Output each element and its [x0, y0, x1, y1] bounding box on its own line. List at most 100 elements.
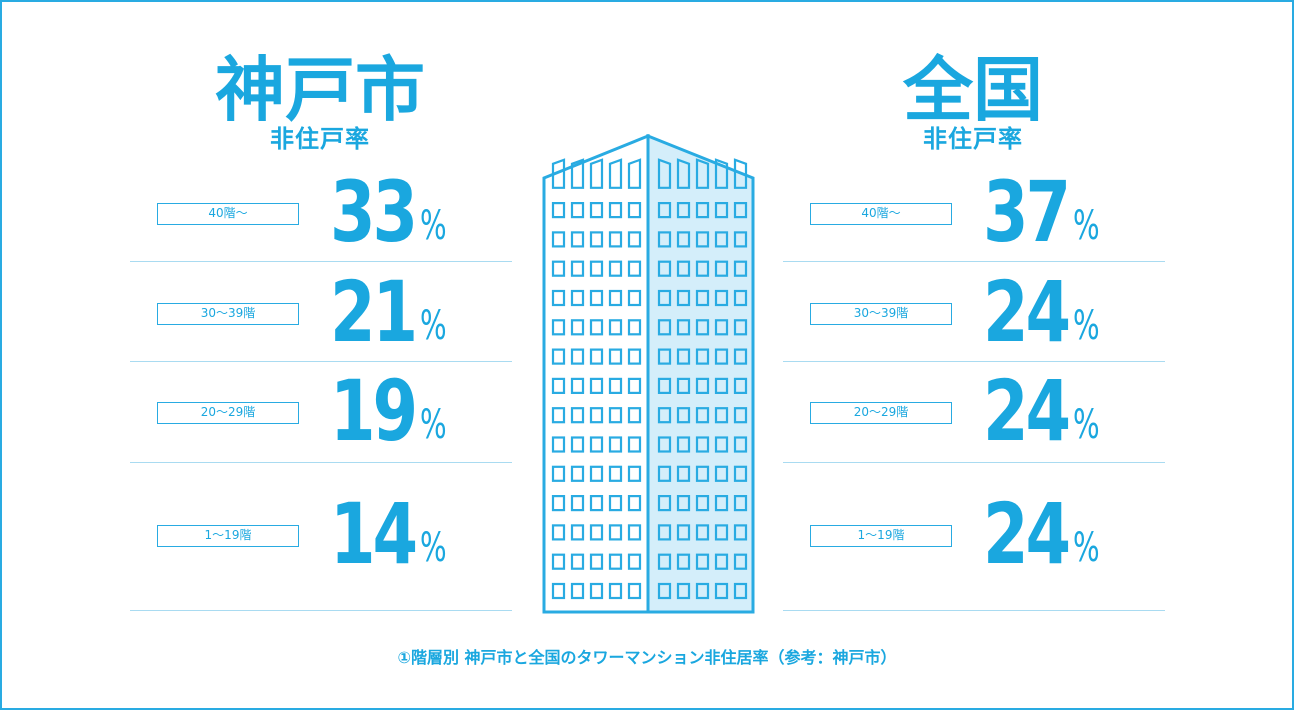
window — [695, 201, 710, 219]
window — [695, 231, 710, 248]
window — [608, 553, 623, 570]
window — [589, 553, 604, 570]
window — [733, 436, 748, 453]
percent-sign: % — [420, 203, 447, 249]
window — [676, 231, 691, 248]
window — [714, 377, 729, 394]
window — [676, 319, 691, 336]
window — [551, 231, 566, 248]
window — [733, 348, 748, 365]
window — [627, 524, 642, 541]
window — [657, 158, 672, 189]
window — [657, 407, 672, 424]
region-title-national: 全国 — [903, 49, 1043, 131]
window — [627, 377, 642, 394]
window — [608, 348, 623, 365]
window — [570, 436, 585, 453]
window — [676, 495, 691, 512]
window — [627, 231, 642, 248]
window — [551, 289, 566, 307]
floor-label: 30〜39階 — [810, 303, 952, 325]
percent-value: 24 — [983, 263, 1071, 361]
window — [676, 553, 691, 570]
window — [551, 495, 566, 512]
window — [695, 524, 710, 541]
floor-label: 1〜19階 — [157, 525, 299, 547]
window — [608, 582, 623, 600]
building-front-face — [542, 134, 650, 614]
window — [589, 582, 604, 600]
percent-sign: % — [420, 402, 447, 448]
window — [589, 319, 604, 336]
window — [714, 231, 729, 248]
window — [676, 465, 691, 482]
window — [676, 377, 691, 394]
window — [627, 465, 642, 482]
window — [695, 553, 710, 570]
window — [695, 377, 710, 394]
window — [733, 319, 748, 336]
region-title-kobe: 神戸市 — [215, 49, 425, 131]
window — [551, 158, 566, 189]
window — [551, 436, 566, 453]
window — [714, 495, 729, 512]
window — [627, 436, 642, 453]
row-separator — [783, 361, 1165, 362]
window — [676, 158, 691, 189]
window — [714, 201, 729, 219]
window — [657, 377, 672, 394]
window — [608, 465, 623, 482]
window — [627, 289, 642, 307]
row-separator — [130, 610, 512, 611]
window — [695, 495, 710, 512]
region-subtitle-national: 非住戸率 — [923, 125, 1023, 153]
window — [657, 319, 672, 336]
window — [627, 495, 642, 512]
percent-value: 37 — [983, 163, 1071, 261]
window — [733, 465, 748, 482]
window — [714, 289, 729, 307]
row-separator — [783, 610, 1165, 611]
window — [570, 319, 585, 336]
window — [589, 231, 604, 248]
percent-value: 33 — [330, 163, 418, 261]
window — [589, 260, 604, 277]
window — [570, 158, 585, 189]
window — [551, 524, 566, 541]
percent-value: 24 — [983, 485, 1071, 583]
window — [676, 407, 691, 424]
window — [676, 348, 691, 365]
window — [657, 582, 672, 600]
row-separator — [130, 261, 512, 262]
floor-label: 40階〜 — [157, 203, 299, 225]
percent-value: 19 — [330, 362, 418, 460]
window — [570, 582, 585, 600]
window — [589, 407, 604, 424]
window — [551, 201, 566, 219]
window — [570, 553, 585, 570]
window — [627, 348, 642, 365]
window — [551, 260, 566, 277]
window — [551, 348, 566, 365]
window — [714, 407, 729, 424]
window — [589, 495, 604, 512]
window — [733, 231, 748, 248]
window — [714, 524, 729, 541]
window — [589, 436, 604, 453]
window — [676, 582, 691, 600]
percent-sign: % — [1073, 525, 1100, 571]
window — [608, 319, 623, 336]
window — [733, 377, 748, 394]
window — [608, 524, 623, 541]
floor-label: 1〜19階 — [810, 525, 952, 547]
window — [676, 289, 691, 307]
window — [570, 495, 585, 512]
window — [570, 231, 585, 248]
window — [695, 407, 710, 424]
window — [695, 158, 710, 189]
window — [608, 260, 623, 277]
window — [589, 289, 604, 307]
window — [733, 201, 748, 219]
percent-value: 14 — [330, 485, 418, 583]
